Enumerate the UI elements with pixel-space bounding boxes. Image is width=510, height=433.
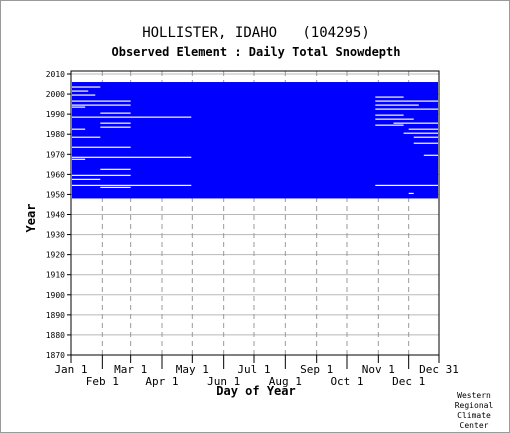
missing-data-gap (375, 118, 414, 120)
x-tick-label: Nov 1 (362, 363, 395, 376)
missing-data-gap (71, 156, 192, 158)
y-tick-label: 1870 (46, 351, 65, 360)
y-axis-label: Year (24, 203, 38, 233)
y-tick-label: 1920 (46, 251, 65, 260)
y-tick-label: 2010 (46, 70, 65, 79)
x-axis-label: Day of Year (216, 384, 296, 398)
missing-data-gap (375, 184, 439, 186)
missing-data-gap (71, 146, 131, 148)
chart-subtitle: Observed Element : Daily Total Snowdepth (111, 45, 401, 59)
y-tick-label: 1900 (46, 291, 65, 300)
missing-data-gap (408, 192, 414, 195)
x-tick-label: Jan 1 (54, 363, 87, 376)
missing-data-gap (71, 100, 131, 102)
missing-data-gap (413, 142, 439, 144)
missing-data-gap (413, 136, 439, 138)
missing-data-gap (423, 154, 439, 156)
x-tick-label: May 1 (176, 363, 209, 376)
missing-data-gap (375, 104, 419, 106)
y-tick-label: 1880 (46, 331, 65, 340)
y-tick-label: 2000 (46, 90, 65, 99)
missing-data-gap (100, 126, 131, 128)
missing-data-gap (393, 122, 439, 124)
missing-data-gap (71, 106, 86, 108)
missing-data-gap (100, 186, 131, 189)
missing-data-gap (71, 104, 131, 106)
wrcc-credit: Western Regional Climate Center (454, 391, 494, 430)
missing-data-gap (100, 168, 131, 170)
missing-data-gap (403, 132, 439, 134)
x-tick-label: Jun 1 (207, 375, 240, 388)
missing-data-gap (375, 100, 439, 102)
missing-data-gap (100, 112, 131, 114)
x-axis-ticks: Jan 1 Mar 1 May 1 Jul 1 Sep 1 Nov 1 Dec 31 Feb … (54, 355, 459, 388)
x-tick-label: Dec 1 (392, 375, 425, 388)
y-tick-label: 1930 (46, 231, 65, 240)
missing-data-gap (71, 174, 131, 176)
missing-data-gap (71, 178, 101, 180)
data-layer (71, 82, 439, 199)
missing-data-gap (71, 184, 192, 186)
missing-data-gap (71, 136, 101, 138)
y-axis-ticks: 1870 1880 1890 1900 1910 1920 1930 1940 1950 1960… (46, 70, 71, 360)
y-tick-label: 1950 (46, 190, 65, 199)
missing-data-gap (375, 114, 404, 116)
x-tick-label: Feb 1 (86, 375, 119, 388)
y-tick-label: 1990 (46, 110, 65, 119)
y-tick-label: 1910 (46, 271, 65, 280)
y-tick-label: 1980 (46, 130, 65, 139)
x-tick-label: Oct 1 (330, 375, 363, 388)
plot-border (70, 70, 440, 356)
missing-data-gap (375, 124, 404, 126)
x-tick-label: Apr 1 (145, 375, 178, 388)
chart-title: HOLLISTER, IDAHO (104295) (142, 25, 370, 41)
y-tick-label: 1960 (46, 170, 65, 179)
y-tick-label: 1940 (46, 211, 65, 220)
x-tick-label: Mar 1 (114, 363, 147, 376)
missing-data-gap (71, 128, 86, 130)
missing-data-gap (71, 86, 101, 88)
y-tick-label: 1970 (46, 150, 65, 159)
x-tick-label: Jul 1 (237, 363, 270, 376)
x-tick-label: Aug 1 (269, 375, 302, 388)
missing-data-gap (71, 116, 192, 118)
x-tick-label: Dec 31 (419, 363, 459, 376)
y-tick-label: 1890 (46, 311, 65, 320)
missing-data-gap (100, 122, 131, 124)
x-tick-label: Sep 1 (300, 363, 333, 376)
missing-data-gap (375, 108, 439, 110)
missing-data-gap (71, 158, 86, 160)
missing-data-gap (71, 94, 96, 96)
missing-data-gap (408, 128, 439, 130)
missing-data-gap (71, 90, 89, 92)
data-coverage-band (72, 82, 438, 199)
missing-data-gap (375, 96, 404, 98)
